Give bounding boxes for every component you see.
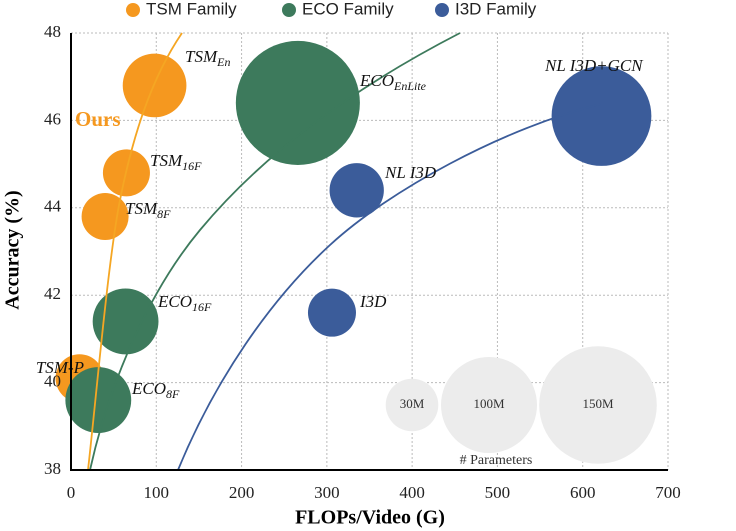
bubble-label-sub: 8F (157, 207, 171, 221)
bubble-label: I3D (359, 292, 387, 311)
bubbles (55, 40, 652, 433)
size-legend-bubble (441, 357, 537, 453)
bubble-label-main: I3D (359, 292, 387, 311)
x-tick-label: 0 (67, 483, 76, 502)
x-tick-label: 400 (399, 483, 425, 502)
x-tick-label: 200 (229, 483, 255, 502)
bubble-label-main: NL I3D+GCN (544, 56, 644, 75)
bubble-label: TSMEn (185, 47, 230, 69)
bubble-label-sub: 8F (166, 387, 180, 401)
legend-marker (126, 3, 140, 17)
bubble (235, 40, 360, 165)
bubble-label-main: TSM (185, 47, 218, 66)
bubble-label-sub: EnLite (393, 79, 427, 93)
bubble (329, 163, 384, 218)
annotation: Ours (75, 107, 121, 131)
size-legend: 30M 100M 150M # Parameters (385, 346, 657, 468)
size-legend-label: 30M (400, 396, 425, 411)
x-tick-label: 600 (570, 483, 596, 502)
legend-marker (435, 3, 449, 17)
bubble-label-main: ECO (359, 71, 394, 90)
bubble-label: TSM8F (125, 199, 171, 221)
bubble-label: ECO8F (131, 379, 180, 401)
x-tick-label: 500 (485, 483, 511, 502)
legend-label: ECO Family (302, 0, 394, 18)
bubble-label: ECO16F (157, 292, 212, 314)
bubble-label-sub: 16F (182, 159, 202, 173)
tsm-trend (87, 32, 183, 471)
bubble-label-main: TSM (125, 199, 158, 218)
y-tick-label: 48 (44, 22, 61, 41)
legend-label: TSM Family (146, 0, 237, 18)
y-axis-title: Accuracy (%) (2, 190, 24, 309)
y-tick-label: 46 (44, 109, 61, 128)
bubble-label-main: NL I3D (384, 163, 437, 182)
size-legend-bubble (539, 346, 657, 464)
bubble-label-sub: En (216, 55, 230, 69)
size-legend-label: 150M (582, 396, 614, 411)
bubble (92, 288, 159, 355)
bubble-label-main: TSM (150, 151, 183, 170)
bubble-label-main: ECO (157, 292, 192, 311)
y-tick-label: 42 (44, 284, 61, 303)
size-legend-label: 100M (473, 396, 505, 411)
bubble (551, 66, 652, 166)
size-legend-bubble (385, 378, 439, 432)
x-tick-label: 100 (144, 483, 170, 502)
bubble (307, 288, 356, 337)
size-legend-title: # Parameters (460, 453, 533, 468)
i3d-trend (177, 103, 601, 471)
bubble-label: ECOEnLite (359, 71, 427, 93)
x-axis-title: FLOPs/Video (G) (295, 507, 445, 529)
labels: TSMEnTSM16FTSM8FTSM-PECOEnLiteECO16FECO8… (36, 47, 644, 401)
y-tick-label: 44 (44, 197, 62, 216)
bubble-label-sub: 16F (192, 300, 212, 314)
y-tick-label: 40 (44, 372, 61, 391)
x-tick-label: 300 (314, 483, 340, 502)
bubble-label-main: ECO (131, 379, 166, 398)
legend-marker (282, 3, 296, 17)
trend-curves (87, 32, 601, 471)
eco-trend (89, 32, 461, 471)
bubble-label: NL I3D+GCN (544, 56, 644, 75)
y-tick-label: 38 (44, 459, 61, 478)
bubble-label: NL I3D (384, 163, 437, 182)
x-tick-label: 700 (655, 483, 681, 502)
legend-label: I3D Family (455, 0, 537, 18)
bubble-label: TSM16F (150, 151, 202, 173)
bubble (81, 193, 129, 241)
